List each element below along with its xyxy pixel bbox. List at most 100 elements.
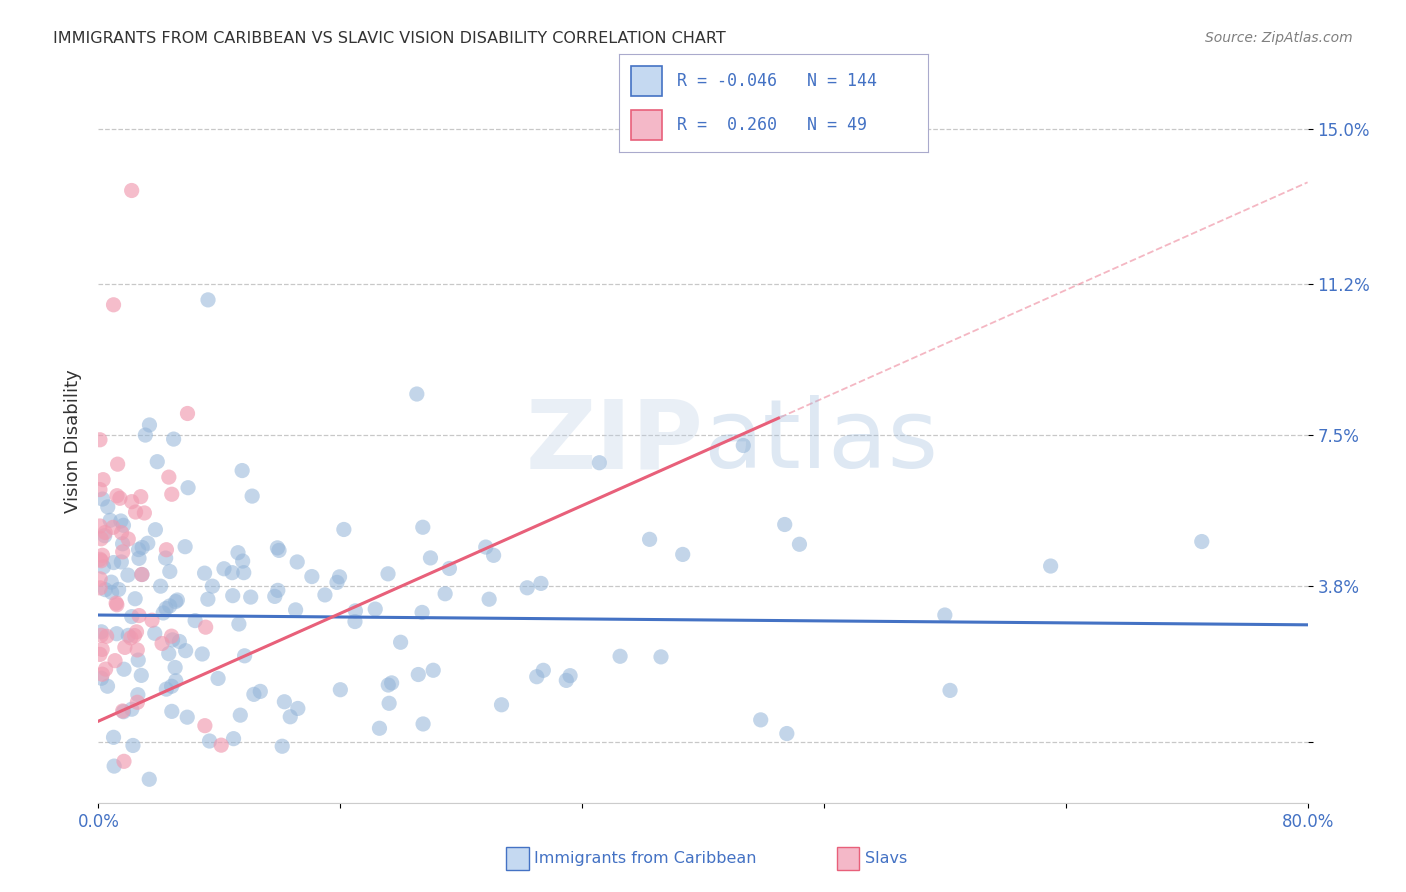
Point bbox=[138, 772, 160, 787]
Point bbox=[326, 575, 349, 590]
Point bbox=[558, 668, 581, 682]
Point bbox=[145, 523, 167, 537]
Point bbox=[389, 635, 412, 649]
Point bbox=[159, 565, 181, 579]
Point bbox=[197, 293, 219, 307]
Point bbox=[232, 566, 254, 580]
Text: atlas: atlas bbox=[703, 395, 938, 488]
Point bbox=[263, 590, 285, 604]
Point bbox=[89, 572, 111, 586]
Point bbox=[229, 708, 252, 723]
Point bbox=[128, 608, 150, 623]
Point bbox=[530, 576, 553, 591]
Point bbox=[482, 549, 505, 563]
Point bbox=[129, 490, 152, 504]
Point bbox=[143, 626, 166, 640]
Point bbox=[103, 298, 125, 312]
Point bbox=[301, 569, 323, 583]
Point bbox=[278, 710, 301, 724]
Point bbox=[329, 682, 352, 697]
Point bbox=[110, 525, 132, 540]
Point bbox=[228, 617, 250, 632]
Point bbox=[169, 634, 191, 648]
Text: Source: ZipAtlas.com: Source: ZipAtlas.com bbox=[1205, 31, 1353, 45]
Point bbox=[141, 613, 163, 627]
Point bbox=[194, 620, 217, 634]
Point bbox=[474, 540, 496, 554]
Point bbox=[174, 540, 197, 554]
Point bbox=[328, 570, 350, 584]
Point bbox=[231, 464, 253, 478]
Point bbox=[165, 673, 187, 688]
Point bbox=[266, 541, 288, 555]
Point bbox=[91, 642, 114, 657]
Point bbox=[90, 671, 112, 685]
Point bbox=[434, 587, 457, 601]
Point bbox=[89, 483, 111, 497]
Point bbox=[105, 489, 128, 503]
Point bbox=[117, 628, 139, 642]
Point bbox=[526, 670, 548, 684]
Point bbox=[89, 433, 111, 447]
FancyBboxPatch shape bbox=[631, 111, 662, 140]
Point bbox=[516, 581, 538, 595]
Text: R = -0.046   N = 144: R = -0.046 N = 144 bbox=[678, 72, 877, 90]
Point bbox=[131, 567, 153, 582]
Point bbox=[197, 592, 219, 607]
Point bbox=[111, 537, 134, 551]
Point bbox=[209, 738, 232, 752]
Point bbox=[212, 562, 235, 576]
Point bbox=[233, 648, 256, 663]
Point bbox=[90, 628, 112, 642]
Point bbox=[110, 555, 132, 569]
Point bbox=[377, 678, 399, 692]
Point bbox=[439, 561, 461, 575]
Point bbox=[733, 438, 755, 452]
Point bbox=[149, 579, 172, 593]
Point bbox=[239, 590, 262, 604]
Point bbox=[134, 428, 156, 442]
Point bbox=[103, 759, 125, 773]
Text: ZIP: ZIP bbox=[524, 395, 703, 488]
Point bbox=[364, 602, 387, 616]
Point bbox=[150, 636, 173, 650]
Point bbox=[131, 567, 153, 582]
Point bbox=[90, 554, 112, 568]
Point bbox=[129, 668, 152, 682]
Point bbox=[939, 683, 962, 698]
Point bbox=[121, 609, 143, 624]
Point bbox=[110, 514, 132, 528]
Point bbox=[103, 556, 125, 570]
Point bbox=[176, 710, 198, 724]
Point bbox=[177, 481, 200, 495]
Point bbox=[91, 667, 114, 681]
Point bbox=[97, 500, 120, 514]
Point bbox=[157, 647, 180, 661]
Point bbox=[112, 518, 135, 533]
Point bbox=[333, 523, 356, 537]
Point bbox=[194, 719, 217, 733]
Point bbox=[405, 387, 427, 401]
Point bbox=[91, 548, 114, 562]
Point bbox=[638, 533, 661, 547]
Point bbox=[184, 614, 207, 628]
Point bbox=[285, 555, 308, 569]
Point bbox=[101, 520, 124, 534]
Point bbox=[120, 631, 142, 645]
Point bbox=[127, 695, 149, 709]
Point bbox=[222, 589, 245, 603]
Point bbox=[152, 606, 174, 620]
Point bbox=[267, 543, 290, 558]
Point bbox=[650, 649, 672, 664]
Point bbox=[114, 640, 136, 655]
Point bbox=[176, 407, 198, 421]
Point bbox=[155, 601, 177, 615]
Y-axis label: Vision Disability: Vision Disability bbox=[63, 369, 82, 514]
Point bbox=[105, 598, 128, 612]
Point bbox=[96, 629, 118, 643]
Point bbox=[108, 491, 131, 506]
Point bbox=[93, 560, 115, 574]
Point bbox=[107, 457, 129, 471]
Point bbox=[160, 487, 183, 501]
Point bbox=[378, 696, 401, 710]
